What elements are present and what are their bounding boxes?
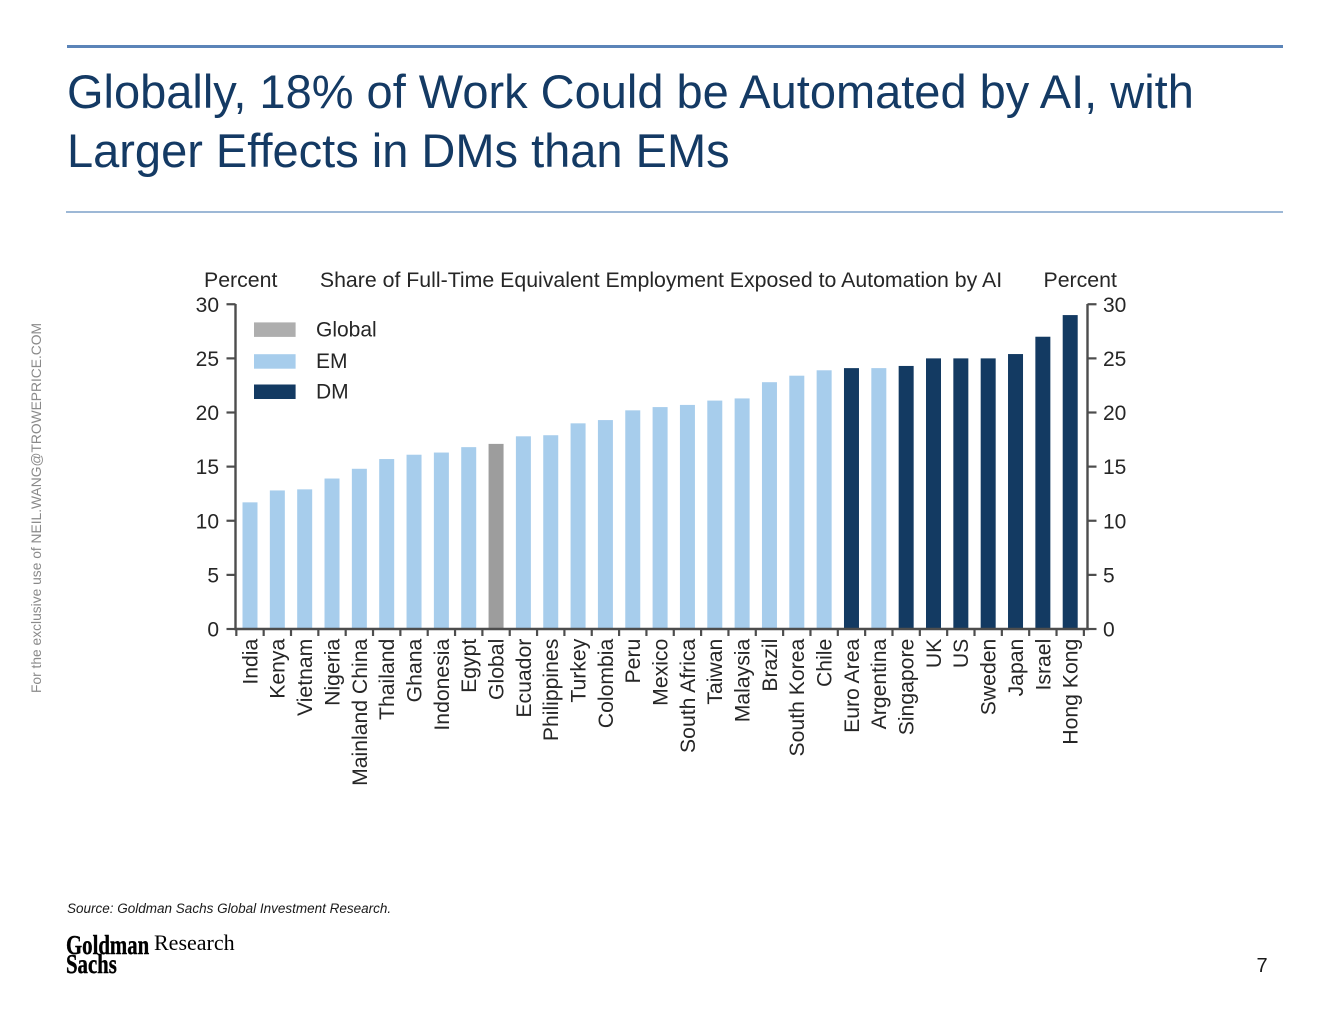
svg-text:US: US <box>950 639 973 668</box>
svg-text:10: 10 <box>196 510 219 533</box>
svg-text:Argentina: Argentina <box>868 638 891 729</box>
svg-text:Thailand: Thailand <box>376 639 399 720</box>
svg-text:Israel: Israel <box>1032 639 1055 691</box>
svg-text:Percent: Percent <box>204 268 277 292</box>
svg-text:Malaysia: Malaysia <box>732 638 755 722</box>
svg-text:Taiwan: Taiwan <box>704 639 727 705</box>
svg-text:5: 5 <box>1103 564 1115 587</box>
svg-text:Mainland China: Mainland China <box>349 638 372 785</box>
svg-text:Sweden: Sweden <box>978 639 1001 716</box>
svg-text:Japan: Japan <box>1005 639 1028 697</box>
svg-text:Mexico: Mexico <box>650 639 673 706</box>
svg-text:Chile: Chile <box>814 639 837 687</box>
svg-text:15: 15 <box>196 456 219 479</box>
svg-text:Brazil: Brazil <box>759 639 782 692</box>
svg-text:10: 10 <box>1103 510 1126 533</box>
svg-text:Colombia: Colombia <box>595 638 618 728</box>
svg-text:Nigeria: Nigeria <box>321 638 344 705</box>
svg-text:Percent: Percent <box>1044 268 1117 292</box>
svg-text:India: India <box>239 638 262 684</box>
svg-text:Philippines: Philippines <box>540 639 563 741</box>
svg-text:20: 20 <box>1103 402 1126 425</box>
svg-text:0: 0 <box>1103 619 1115 642</box>
svg-text:Kenya: Kenya <box>267 638 290 698</box>
svg-text:UK: UK <box>923 639 946 668</box>
svg-text:Hong Kong: Hong Kong <box>1060 639 1083 745</box>
svg-text:Share of Full-Time Equivalent: Share of Full-Time Equivalent Employment… <box>320 268 1002 292</box>
svg-text:Euro Area: Euro Area <box>841 638 864 732</box>
svg-text:Ecuador: Ecuador <box>513 639 536 718</box>
svg-text:15: 15 <box>1103 456 1126 479</box>
svg-text:Vietnam: Vietnam <box>294 639 317 716</box>
svg-text:25: 25 <box>196 348 219 371</box>
svg-text:EM: EM <box>316 350 348 373</box>
svg-text:Indonesia: Indonesia <box>431 638 454 730</box>
svg-text:Global: Global <box>316 319 377 342</box>
svg-text:Singapore: Singapore <box>896 639 919 736</box>
svg-text:30: 30 <box>1103 294 1126 317</box>
svg-text:30: 30 <box>196 294 219 317</box>
svg-text:0: 0 <box>207 619 219 642</box>
svg-text:Egypt: Egypt <box>458 639 481 693</box>
svg-text:20: 20 <box>196 402 219 425</box>
svg-text:Peru: Peru <box>622 639 645 684</box>
svg-text:Ghana: Ghana <box>403 638 426 702</box>
svg-text:Global: Global <box>485 639 508 700</box>
svg-text:South Korea: South Korea <box>786 638 809 756</box>
svg-text:South Africa: South Africa <box>677 638 700 752</box>
svg-text:25: 25 <box>1103 348 1126 371</box>
svg-text:Turkey: Turkey <box>567 638 590 702</box>
svg-text:DM: DM <box>316 381 349 404</box>
svg-text:5: 5 <box>207 564 219 587</box>
